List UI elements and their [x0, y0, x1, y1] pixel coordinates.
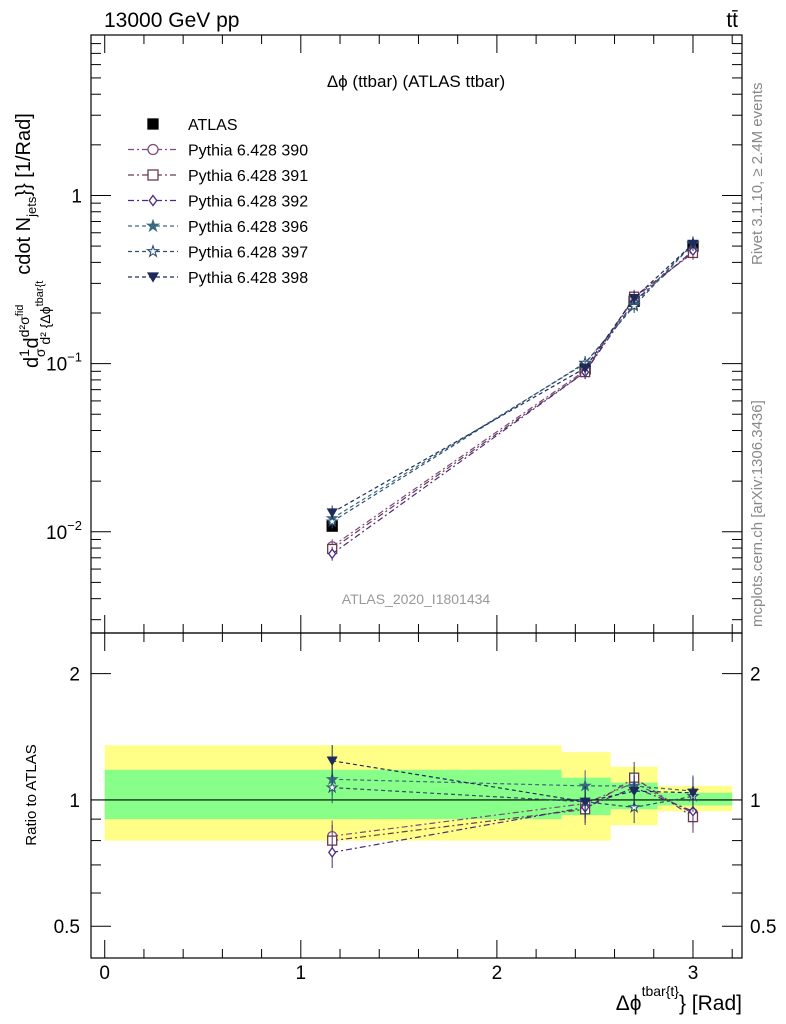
series-4 [325, 236, 700, 526]
ylabel-sub1: σ [32, 348, 48, 357]
x-tick-label: 2 [492, 963, 503, 984]
legend-item: Pythia 6.428 390 [128, 143, 308, 160]
data-point [579, 363, 591, 374]
legend-marker [145, 244, 161, 258]
legend-label: Pythia 6.428 390 [188, 143, 308, 160]
y-axis-label: d1σdd²σfid d² {Δϕtbar{tcdot Njets}} [1/Ra… [13, 113, 53, 368]
ratio-line [332, 786, 694, 853]
legend-marker [148, 194, 158, 207]
legend-label: Pythia 6.428 398 [188, 270, 308, 287]
process-label: tt̄ [726, 9, 738, 32]
legend-label: Pythia 6.428 392 [188, 194, 308, 211]
y-tick-label: 1 [71, 186, 82, 207]
ratio-series-5 [326, 745, 699, 818]
rivet-label: Rivet 3.1.10, ≥ 2.4M events [749, 83, 766, 266]
analysis-watermark: ATLAS_2020_I1801434 [342, 591, 491, 607]
ratio-point [628, 786, 640, 797]
series-line [331, 243, 694, 514]
main-ticks: 10−2 10−1 1 [46, 34, 742, 633]
main-panel: 10−2 10−1 1 Δϕ (ttbar) (ATLAS ttbar) ATLAS… [13, 34, 743, 634]
ratio-line [332, 776, 694, 842]
legend-item: Pythia 6.428 396 [128, 218, 308, 236]
ylabel-den: d² {Δϕ [37, 306, 53, 344]
series-line [331, 243, 694, 523]
ratio-y-tick-label-right: 2 [750, 665, 761, 686]
data-point [326, 508, 338, 518]
ratio-y-tick-label-right: 0.5 [750, 917, 776, 938]
series-3 [327, 243, 698, 561]
data-point [687, 239, 699, 250]
ylabel-end: }} [1/Rad] [13, 113, 35, 196]
x-axis-label: Δϕtbar{t}} [Rad] [616, 983, 742, 1015]
ratio-point [627, 800, 641, 814]
ylabel-tail: cdot N [13, 217, 35, 275]
ratio-point [579, 797, 591, 808]
data-point [325, 514, 339, 528]
ylabel-d2: d [21, 337, 43, 348]
y-tick-label: 10−2 [46, 518, 82, 544]
ratio-line [332, 778, 694, 792]
ratio-point [687, 788, 699, 799]
ratio-y-axis-label: Ratio to ATLAS [23, 744, 40, 845]
ylabel-sup1: 1 [16, 349, 32, 357]
ratio-y-tick-label: 2 [69, 665, 80, 686]
ylabel-tailsub: jets [24, 196, 39, 218]
ratio-y-tick-label: 0.5 [54, 917, 80, 938]
main-marks [325, 236, 700, 561]
x-tick-label: 1 [296, 963, 307, 984]
ratio-line [332, 760, 694, 803]
series-6 [326, 236, 699, 520]
ylabel-densup: tbar{t [34, 281, 46, 307]
ratio-point [326, 756, 338, 766]
legend-item: Pythia 6.428 398 [128, 270, 308, 287]
legend-label: Pythia 6.428 396 [188, 219, 308, 236]
x-tick-label: 3 [688, 963, 699, 984]
ylabel-sup2b: fid [14, 305, 26, 317]
series-2 [327, 246, 699, 556]
energy-label: 13000 GeV pp [104, 9, 239, 32]
ratio-marks [325, 745, 700, 869]
legend-marker [146, 272, 160, 283]
data-point [628, 293, 640, 304]
xlabel-sup: tbar{t} [642, 983, 680, 999]
legend-marker [147, 169, 159, 181]
xlabel-tail: } [Rad] [679, 992, 742, 1015]
ratio-y-tick-label: 1 [69, 791, 80, 812]
ratio-point [327, 846, 337, 858]
y-tick-label: 10−1 [46, 350, 82, 376]
series-line [331, 242, 694, 519]
xlabel-main: Δϕ [616, 992, 642, 1015]
legend-item: Pythia 6.428 397 [128, 244, 308, 262]
series-line [331, 250, 694, 555]
ratio-y-tick-label-right: 1 [750, 791, 761, 812]
ratio-frame [90, 632, 743, 959]
legend-marker [147, 143, 159, 156]
ylabel-sup2: d²σ [16, 316, 32, 337]
legend: ATLAS Pythia 6.428 390 Pythia 6.428 391 Pyt… [128, 117, 308, 287]
chart-title: Δϕ (ttbar) (ATLAS ttbar) [327, 72, 505, 91]
x-tick-label: 0 [99, 963, 110, 984]
data-point [627, 299, 641, 312]
legend-label: Pythia 6.428 397 [188, 245, 308, 262]
ratio-line [332, 787, 694, 809]
ratio-point [325, 780, 339, 794]
ratio-ticks: 0.5 0.5 1 1 2 2 0 1 2 3 [54, 633, 776, 984]
legend-item: Pythia 6.428 391 [128, 168, 308, 185]
legend-item: Pythia 6.428 392 [128, 194, 308, 211]
data-point [327, 548, 337, 560]
mcplots-label: mcplots.cern.ch [arXiv:1306.3436] [749, 400, 766, 627]
legend-item: ATLAS [147, 117, 238, 134]
legend-label: Pythia 6.428 391 [188, 168, 308, 185]
ylabel-d: d [21, 357, 43, 368]
legend-label: ATLAS [188, 117, 238, 134]
legend-marker [147, 118, 159, 130]
legend-marker [145, 218, 161, 233]
ratio-panel: 0.5 0.5 1 1 2 2 0 1 2 3 Ratio to ATLAS Δϕtbar{t}}… [23, 632, 776, 1015]
series-5 [325, 236, 700, 529]
